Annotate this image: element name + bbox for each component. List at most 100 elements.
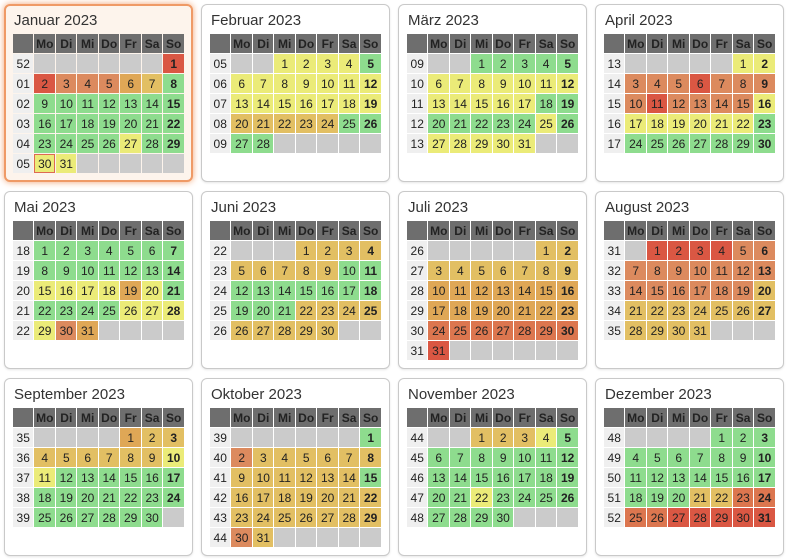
day-cell[interactable]: 18 [98, 281, 120, 300]
day-cell[interactable]: 24 [514, 488, 535, 507]
day-cell[interactable]: 21 [450, 114, 471, 133]
day-cell[interactable]: 12 [471, 281, 492, 300]
day-cell[interactable]: 17 [689, 281, 711, 300]
day-cell[interactable]: 4 [338, 54, 360, 73]
day-cell[interactable]: 28 [514, 321, 535, 340]
day-cell[interactable]: 16 [231, 488, 253, 507]
day-cell[interactable]: 26 [647, 508, 668, 527]
day-cell[interactable]: 9 [754, 74, 775, 93]
day-cell[interactable]: 9 [557, 261, 578, 280]
day-cell[interactable]: 2 [492, 428, 514, 447]
day-cell[interactable]: 25 [338, 114, 360, 133]
day-cell[interactable]: 13 [77, 468, 98, 487]
day-cell[interactable]: 8 [711, 448, 732, 467]
day-cell[interactable]: 15 [647, 281, 668, 300]
day-cell[interactable]: 5 [732, 241, 754, 260]
day-cell[interactable]: 31 [253, 528, 274, 547]
day-cell[interactable]: 28 [141, 134, 163, 153]
day-cell[interactable]: 13 [141, 261, 163, 280]
day-cell[interactable]: 15 [471, 94, 492, 113]
day-cell[interactable]: 9 [231, 468, 253, 487]
day-cell[interactable]: 12 [56, 468, 77, 487]
day-cell[interactable]: 18 [625, 488, 647, 507]
day-cell[interactable]: 23 [56, 301, 77, 320]
day-cell[interactable]: 27 [428, 134, 450, 153]
day-cell[interactable]: 14 [711, 94, 732, 113]
day-cell[interactable]: 4 [711, 241, 732, 260]
day-cell[interactable]: 21 [711, 114, 732, 133]
day-cell[interactable]: 16 [732, 468, 754, 487]
day-cell[interactable]: 30 [754, 134, 775, 153]
day-cell[interactable]: 8 [34, 261, 56, 280]
day-cell[interactable]: 11 [625, 468, 647, 487]
day-cell[interactable]: 22 [274, 114, 295, 133]
day-cell[interactable]: 20 [253, 301, 274, 320]
day-cell[interactable]: 2 [56, 241, 77, 260]
day-cell[interactable]: 10 [754, 448, 775, 467]
day-cell[interactable]: 8 [295, 261, 317, 280]
day-cell[interactable]: 25 [647, 134, 668, 153]
day-cell[interactable]: 30 [732, 508, 754, 527]
day-cell[interactable]: 23 [295, 114, 317, 133]
day-cell[interactable]: 15 [295, 281, 317, 300]
day-cell[interactable]: 27 [754, 301, 775, 320]
day-cell[interactable]: 17 [625, 114, 647, 133]
day-cell[interactable]: 6 [77, 448, 98, 467]
day-cell[interactable]: 6 [141, 241, 163, 260]
day-cell[interactable]: 10 [56, 94, 77, 113]
day-cell[interactable]: 26 [732, 301, 754, 320]
day-cell[interactable]: 20 [231, 114, 253, 133]
day-cell[interactable]: 10 [338, 261, 360, 280]
day-cell[interactable]: 15 [34, 281, 56, 300]
day-cell[interactable]: 21 [253, 114, 274, 133]
day-cell[interactable]: 20 [141, 281, 163, 300]
day-cell[interactable]: 30 [231, 528, 253, 547]
day-cell[interactable]: 7 [450, 448, 471, 467]
day-cell[interactable]: 27 [668, 508, 689, 527]
day-cell[interactable]: 17 [514, 94, 535, 113]
day-cell[interactable]: 29 [295, 321, 317, 340]
day-cell[interactable]: 10 [317, 74, 338, 93]
day-cell[interactable]: 5 [120, 241, 141, 260]
day-cell[interactable]: 11 [535, 74, 557, 93]
day-cell[interactable]: 28 [338, 508, 360, 527]
day-cell[interactable]: 28 [689, 508, 711, 527]
day-cell[interactable]: 24 [428, 321, 450, 340]
day-cell[interactable]: 2 [732, 428, 754, 447]
day-cell[interactable]: 27 [141, 301, 163, 320]
day-cell[interactable]: 20 [689, 114, 711, 133]
day-cell[interactable]: 1 [647, 241, 668, 260]
day-cell[interactable]: 12 [557, 448, 578, 467]
day-cell[interactable]: 10 [253, 468, 274, 487]
day-cell[interactable]: 30 [141, 508, 163, 527]
day-cell[interactable]: 17 [56, 114, 77, 133]
day-cell[interactable]: 15 [120, 468, 141, 487]
day-cell[interactable]: 30 [317, 321, 338, 340]
day-cell[interactable]: 27 [317, 508, 338, 527]
day-cell[interactable]: 18 [711, 281, 732, 300]
day-cell[interactable]: 1 [711, 428, 732, 447]
day-cell[interactable]: 14 [450, 468, 471, 487]
day-cell[interactable]: 24 [56, 134, 77, 153]
day-cell[interactable]: 31 [514, 134, 535, 153]
day-cell[interactable]: 12 [231, 281, 253, 300]
day-cell[interactable]: 14 [514, 281, 535, 300]
day-cell[interactable]: 2 [295, 54, 317, 73]
day-cell[interactable]: 13 [428, 94, 450, 113]
day-cell[interactable]: 31 [754, 508, 775, 527]
day-cell[interactable]: 24 [163, 488, 184, 507]
day-cell[interactable]: 13 [120, 94, 141, 113]
day-cell[interactable]: 11 [34, 468, 56, 487]
day-cell[interactable]: 23 [34, 134, 56, 153]
day-cell[interactable]: 26 [231, 321, 253, 340]
day-cell[interactable]: 17 [317, 94, 338, 113]
day-cell[interactable]: 25 [77, 134, 98, 153]
day-cell[interactable]: 16 [557, 281, 578, 300]
day-cell[interactable]: 21 [338, 488, 360, 507]
day-cell[interactable]: 3 [514, 428, 535, 447]
day-cell[interactable]: 25 [711, 301, 732, 320]
day-cell[interactable]: 29 [711, 508, 732, 527]
day-cell[interactable]: 28 [274, 321, 295, 340]
day-cell[interactable]: 7 [141, 74, 163, 93]
day-cell[interactable]: 22 [535, 301, 557, 320]
